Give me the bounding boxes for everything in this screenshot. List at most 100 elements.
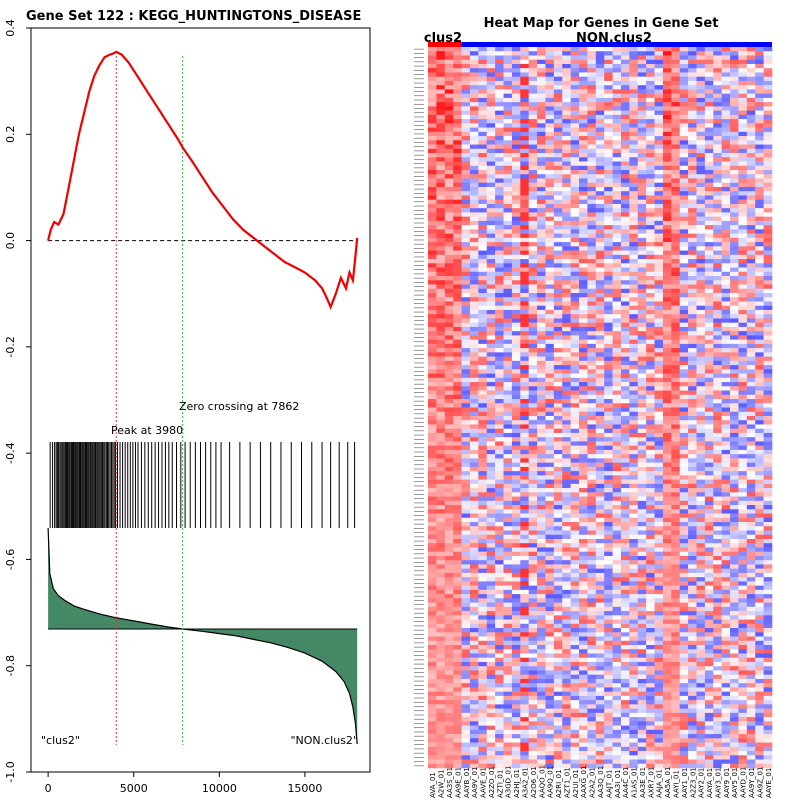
heatmap-cell [495,246,504,251]
heatmap-cell [503,212,513,217]
heatmap-cell [511,288,521,294]
heatmap-cell [486,509,496,514]
heatmap-cell [637,51,647,56]
heatmap-cell [763,114,773,120]
heatmap-cell [646,284,655,290]
heatmap-cell [612,225,622,230]
heatmap-cell [469,93,479,99]
heatmap-cell [763,415,773,421]
heatmap-cell [520,530,529,536]
heatmap-cell [730,509,739,514]
heatmap-cell [579,233,588,239]
heatmap-cell [730,399,739,404]
heatmap-cell [587,415,597,421]
heatmap-cell [520,483,529,489]
heatmap-cell [453,496,462,502]
heatmap-cell [721,93,731,99]
heatmap-cell [444,186,454,192]
heatmap-cell [654,55,664,61]
heatmap-cell [654,432,664,438]
heatmap-cell [528,76,538,82]
heatmap-cell [763,106,773,111]
heatmap-cell [620,288,630,294]
heatmap-cell [721,335,731,340]
heatmap-cell [679,157,689,162]
heatmap-cell [646,543,655,548]
heatmap-cell [453,51,462,56]
heatmap-cell [486,326,496,332]
heatmap-cell [478,47,488,52]
heatmap-cell [520,59,529,65]
heatmap-cell [721,237,731,243]
heatmap-cell [654,526,664,531]
heatmap-cell [688,530,697,536]
heatmap-cell [428,186,437,192]
heatmap-cell [763,407,773,413]
heatmap-cell [587,250,597,256]
heatmap-cell [570,530,580,536]
heatmap-cell [444,123,454,128]
heatmap-cell [461,148,471,154]
heatmap-cell [528,174,538,179]
heatmap-cell [688,72,697,77]
heatmap-cell [604,208,613,213]
heatmap-cell [520,292,529,298]
heatmap-cell [469,114,479,120]
heatmap-cell [671,220,681,226]
heatmap-cell [704,85,714,90]
heatmap-cell [444,458,454,463]
heatmap-cell [654,161,664,167]
heatmap-cell [755,165,764,171]
heatmap-cell [620,411,630,417]
heatmap-cell [704,314,714,319]
heatmap-cell [595,522,605,527]
heatmap-cell [436,488,446,493]
heatmap-cell [469,432,479,438]
heatmap-cell [587,314,597,319]
heatmap-cell [587,475,597,480]
heatmap-cell [428,51,437,56]
heatmap-cell [755,59,764,65]
heatmap-cell [537,309,546,315]
heatmap-cell [637,411,647,417]
heatmap-cell [637,259,647,264]
heatmap-cell [503,437,513,442]
heatmap-cell [629,496,639,502]
heatmap-cell [721,85,731,90]
heatmap-cell [469,102,479,107]
heatmap-cell [721,102,731,107]
heatmap-cell [755,93,764,99]
heatmap-cell [746,55,756,61]
heatmap-cell [503,301,513,307]
heatmap-cell [553,500,563,506]
heatmap-cell [579,127,588,133]
heatmap-cell [704,500,714,506]
heatmap-cell [579,263,588,268]
heatmap-cell [537,314,546,319]
heatmap-cell [461,343,471,349]
heatmap-cell [545,212,555,217]
heatmap-cell [595,390,605,396]
heatmap-cell [587,488,597,493]
heatmap-cell [528,356,538,362]
heatmap-cell [688,263,697,268]
heatmap-cell [629,59,639,65]
y-tick-label: -1.0 [4,761,17,782]
heatmap-cell [478,301,488,307]
heatmap-cell [679,153,689,158]
heatmap-cell [646,51,655,56]
heatmap-cell [696,390,706,396]
heatmap-cell [662,242,672,247]
heatmap-cell [428,394,437,400]
heatmap-cell [428,76,437,82]
heatmap-cell [671,169,681,175]
heatmap-cell [478,475,488,480]
heatmap-cell [646,458,655,463]
heatmap-cell [620,195,630,200]
heatmap-cell [553,415,563,421]
heatmap-cell [545,157,555,162]
heatmap-cell [646,509,655,514]
heatmap-cell [495,199,504,205]
heatmap-cell [428,369,437,374]
heatmap-cell [528,284,538,290]
